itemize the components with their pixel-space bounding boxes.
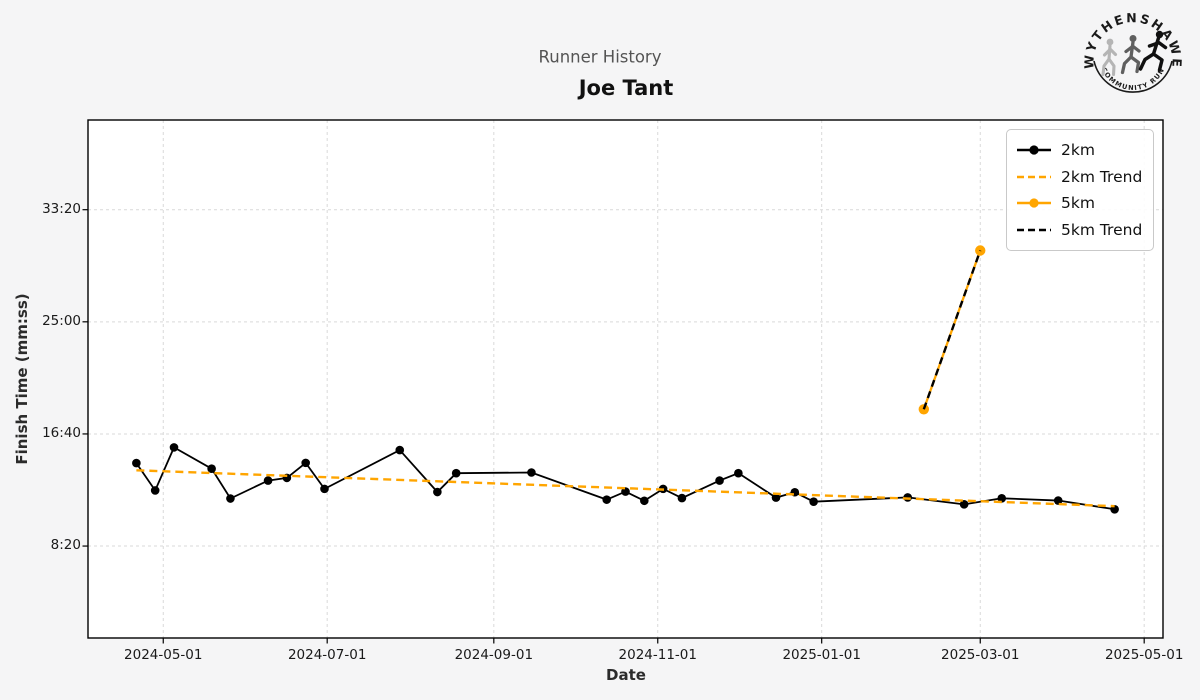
legend-label: 2km Trend bbox=[1061, 167, 1143, 186]
runner-sprinting-icon bbox=[1138, 30, 1168, 72]
data-point-2km bbox=[771, 493, 781, 502]
y-tick-label: 8:20 bbox=[50, 537, 81, 554]
dashed-line-sample-icon bbox=[1017, 228, 1051, 232]
data-point-2km bbox=[527, 468, 536, 477]
legend-label: 5km bbox=[1061, 194, 1095, 213]
data-point-2km bbox=[640, 496, 649, 506]
data-point-2km bbox=[150, 486, 160, 495]
tick-marks bbox=[82, 209, 1145, 644]
data-point-2km bbox=[433, 487, 442, 497]
legend-label: 5km Trend bbox=[1061, 220, 1143, 239]
legend-item-5km-trend: 5km Trend bbox=[1016, 217, 1144, 244]
data-point-2km bbox=[169, 443, 179, 452]
data-point-2km bbox=[207, 464, 216, 473]
y-tick-label: 33:20 bbox=[42, 200, 81, 217]
chart-subtitle: Runner History bbox=[538, 47, 662, 67]
legend: 2km 2km Trend 5km 5km Trend bbox=[1006, 129, 1154, 251]
line-marker-sample-icon bbox=[1017, 145, 1051, 155]
data-point-2km bbox=[301, 458, 310, 468]
data-point-2km bbox=[734, 468, 743, 478]
data-point-2km bbox=[809, 497, 818, 506]
x-tick-label: 2025-03-01 bbox=[941, 647, 1020, 663]
data-point-2km bbox=[263, 476, 273, 485]
data-point-2km bbox=[621, 487, 630, 496]
legend-label: 2km bbox=[1061, 141, 1095, 160]
data-point-2km bbox=[959, 500, 969, 509]
series-2km-trend bbox=[136, 469, 1115, 508]
series-5km-trend bbox=[922, 250, 982, 410]
runner-jogging-icon bbox=[1120, 35, 1141, 75]
data-point-2km bbox=[997, 493, 1007, 503]
data-point-2km bbox=[677, 493, 687, 503]
data-point-2km bbox=[602, 495, 611, 504]
runner-walking-icon bbox=[1101, 38, 1118, 77]
data-point-2km bbox=[451, 468, 461, 478]
data-point-2km bbox=[226, 494, 235, 503]
x-axis-label: Date bbox=[606, 666, 646, 684]
y-tick-label: 16:40 bbox=[42, 424, 81, 441]
data-point-2km bbox=[395, 445, 405, 455]
legend-item-2km: 2km bbox=[1016, 137, 1144, 164]
x-tick-label: 2025-01-01 bbox=[782, 647, 861, 663]
logo-bottom-text: COMMUNITY RUN bbox=[1100, 66, 1167, 92]
x-tick-label: 2024-11-01 bbox=[618, 647, 697, 663]
chart-title: Joe Tant bbox=[578, 76, 674, 100]
legend-item-5km: 5km bbox=[1016, 190, 1144, 217]
plot-background bbox=[88, 120, 1163, 638]
series-2km bbox=[132, 443, 1119, 514]
x-tick-label: 2024-05-01 bbox=[124, 647, 203, 663]
x-tick-label: 2024-09-01 bbox=[454, 647, 534, 663]
x-tick-label: 2024-07-01 bbox=[287, 647, 367, 663]
data-point-2km bbox=[320, 484, 329, 494]
plot-frame bbox=[87, 119, 1164, 639]
legend-item-2km-trend: 2km Trend bbox=[1016, 164, 1144, 191]
data-point-2km bbox=[1053, 496, 1063, 505]
logo-badge: WYTHENSHAWE COMMUNITY RUN bbox=[1083, 10, 1182, 93]
data-point-2km bbox=[715, 476, 724, 485]
y-tick-label: 25:00 bbox=[42, 312, 81, 329]
logo-bottom-ring-icon bbox=[1093, 60, 1173, 93]
x-tick-label: 2025-05-01 bbox=[1104, 647, 1184, 663]
data-point-2km bbox=[132, 458, 141, 468]
line-marker-sample-icon bbox=[1017, 198, 1051, 208]
dashed-line-sample-icon bbox=[1017, 175, 1051, 179]
